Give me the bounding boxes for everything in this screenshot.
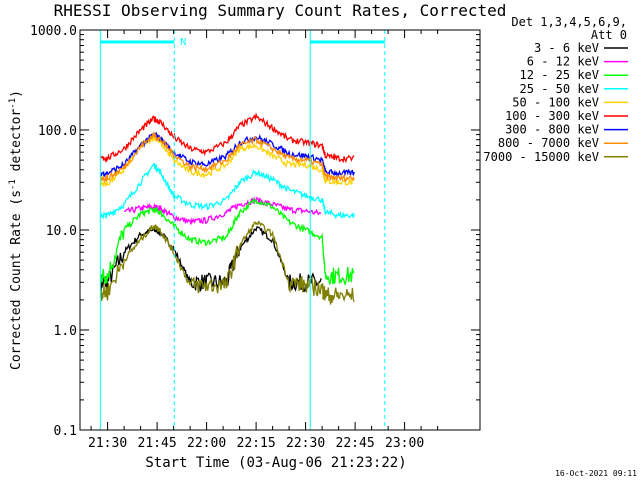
legend-label-3: 12 - 25 keV [520,68,599,82]
marker-layer: N [99,30,386,430]
x-tick-label: 21:45 [138,436,177,451]
y-tick-label: 1000.0 [30,24,77,39]
x-tick-label: 22:15 [237,436,276,451]
y-tick-label: 10.0 [46,224,77,239]
y-label-end: ) [9,90,24,98]
y-label-sup-1: -1 [8,179,18,190]
x-axis: 21:30 21:45 22:00 22:15 22:30 22:45 23:00 [88,30,439,451]
legend-header-detectors: Det 1,3,4,5,6,9, [511,15,627,29]
x-tick-label: 22:45 [336,436,375,451]
series-line-4 [100,163,355,220]
y-tick-label: 0.1 [54,424,77,439]
y-label-mid: detector [9,109,24,180]
y-label-sup-2: -1 [8,98,18,109]
series-line-9 [100,220,355,305]
x-tick-label: 22:00 [187,436,226,451]
y-tick-label: 100.0 [38,124,77,139]
night-marker: N [180,37,186,48]
y-axis: 0.1 1.0 10.0 100.0 1000.0 [30,24,480,439]
x-tick-label: 23:00 [385,436,424,451]
legend-label-9: 7000 - 15000 keV [483,150,599,164]
y-axis-label: Corrected Count Rate (s-1 detector-1) [8,90,24,370]
series-line-7 [100,131,355,178]
series-line-3 [100,198,355,286]
legend-label-6: 100 - 300 keV [505,109,599,123]
legend-label-1: 3 - 6 keV [534,41,599,55]
series-line-6 [100,112,355,164]
y-label-main: Corrected Count Rate (s [9,190,24,370]
chart-title: RHESSI Observing Summary Count Rates, Co… [54,1,507,20]
x-axis-label: Start Time (03-Aug-06 21:23:22) [145,455,406,471]
x-tick-label: 22:30 [286,436,325,451]
legend-label-8: 800 - 7000 keV [498,136,599,150]
legend-label-4: 25 - 50 keV [520,82,599,96]
series-layer [100,112,355,305]
series-line-2 [124,196,322,225]
legend-label-2: 6 - 12 keV [527,55,599,69]
series-line-8 [100,132,355,183]
timestamp: 16-Oct-2021 09:11 [555,469,637,478]
x-tick-label: 21:30 [88,436,127,451]
y-tick-label: 1.0 [54,324,77,339]
legend-label-7: 300 - 800 keV [505,123,599,137]
legend-header-attenuator: Att 0 [591,28,627,42]
legend-label-5: 50 - 100 keV [512,95,599,109]
plot-frame [79,29,481,431]
